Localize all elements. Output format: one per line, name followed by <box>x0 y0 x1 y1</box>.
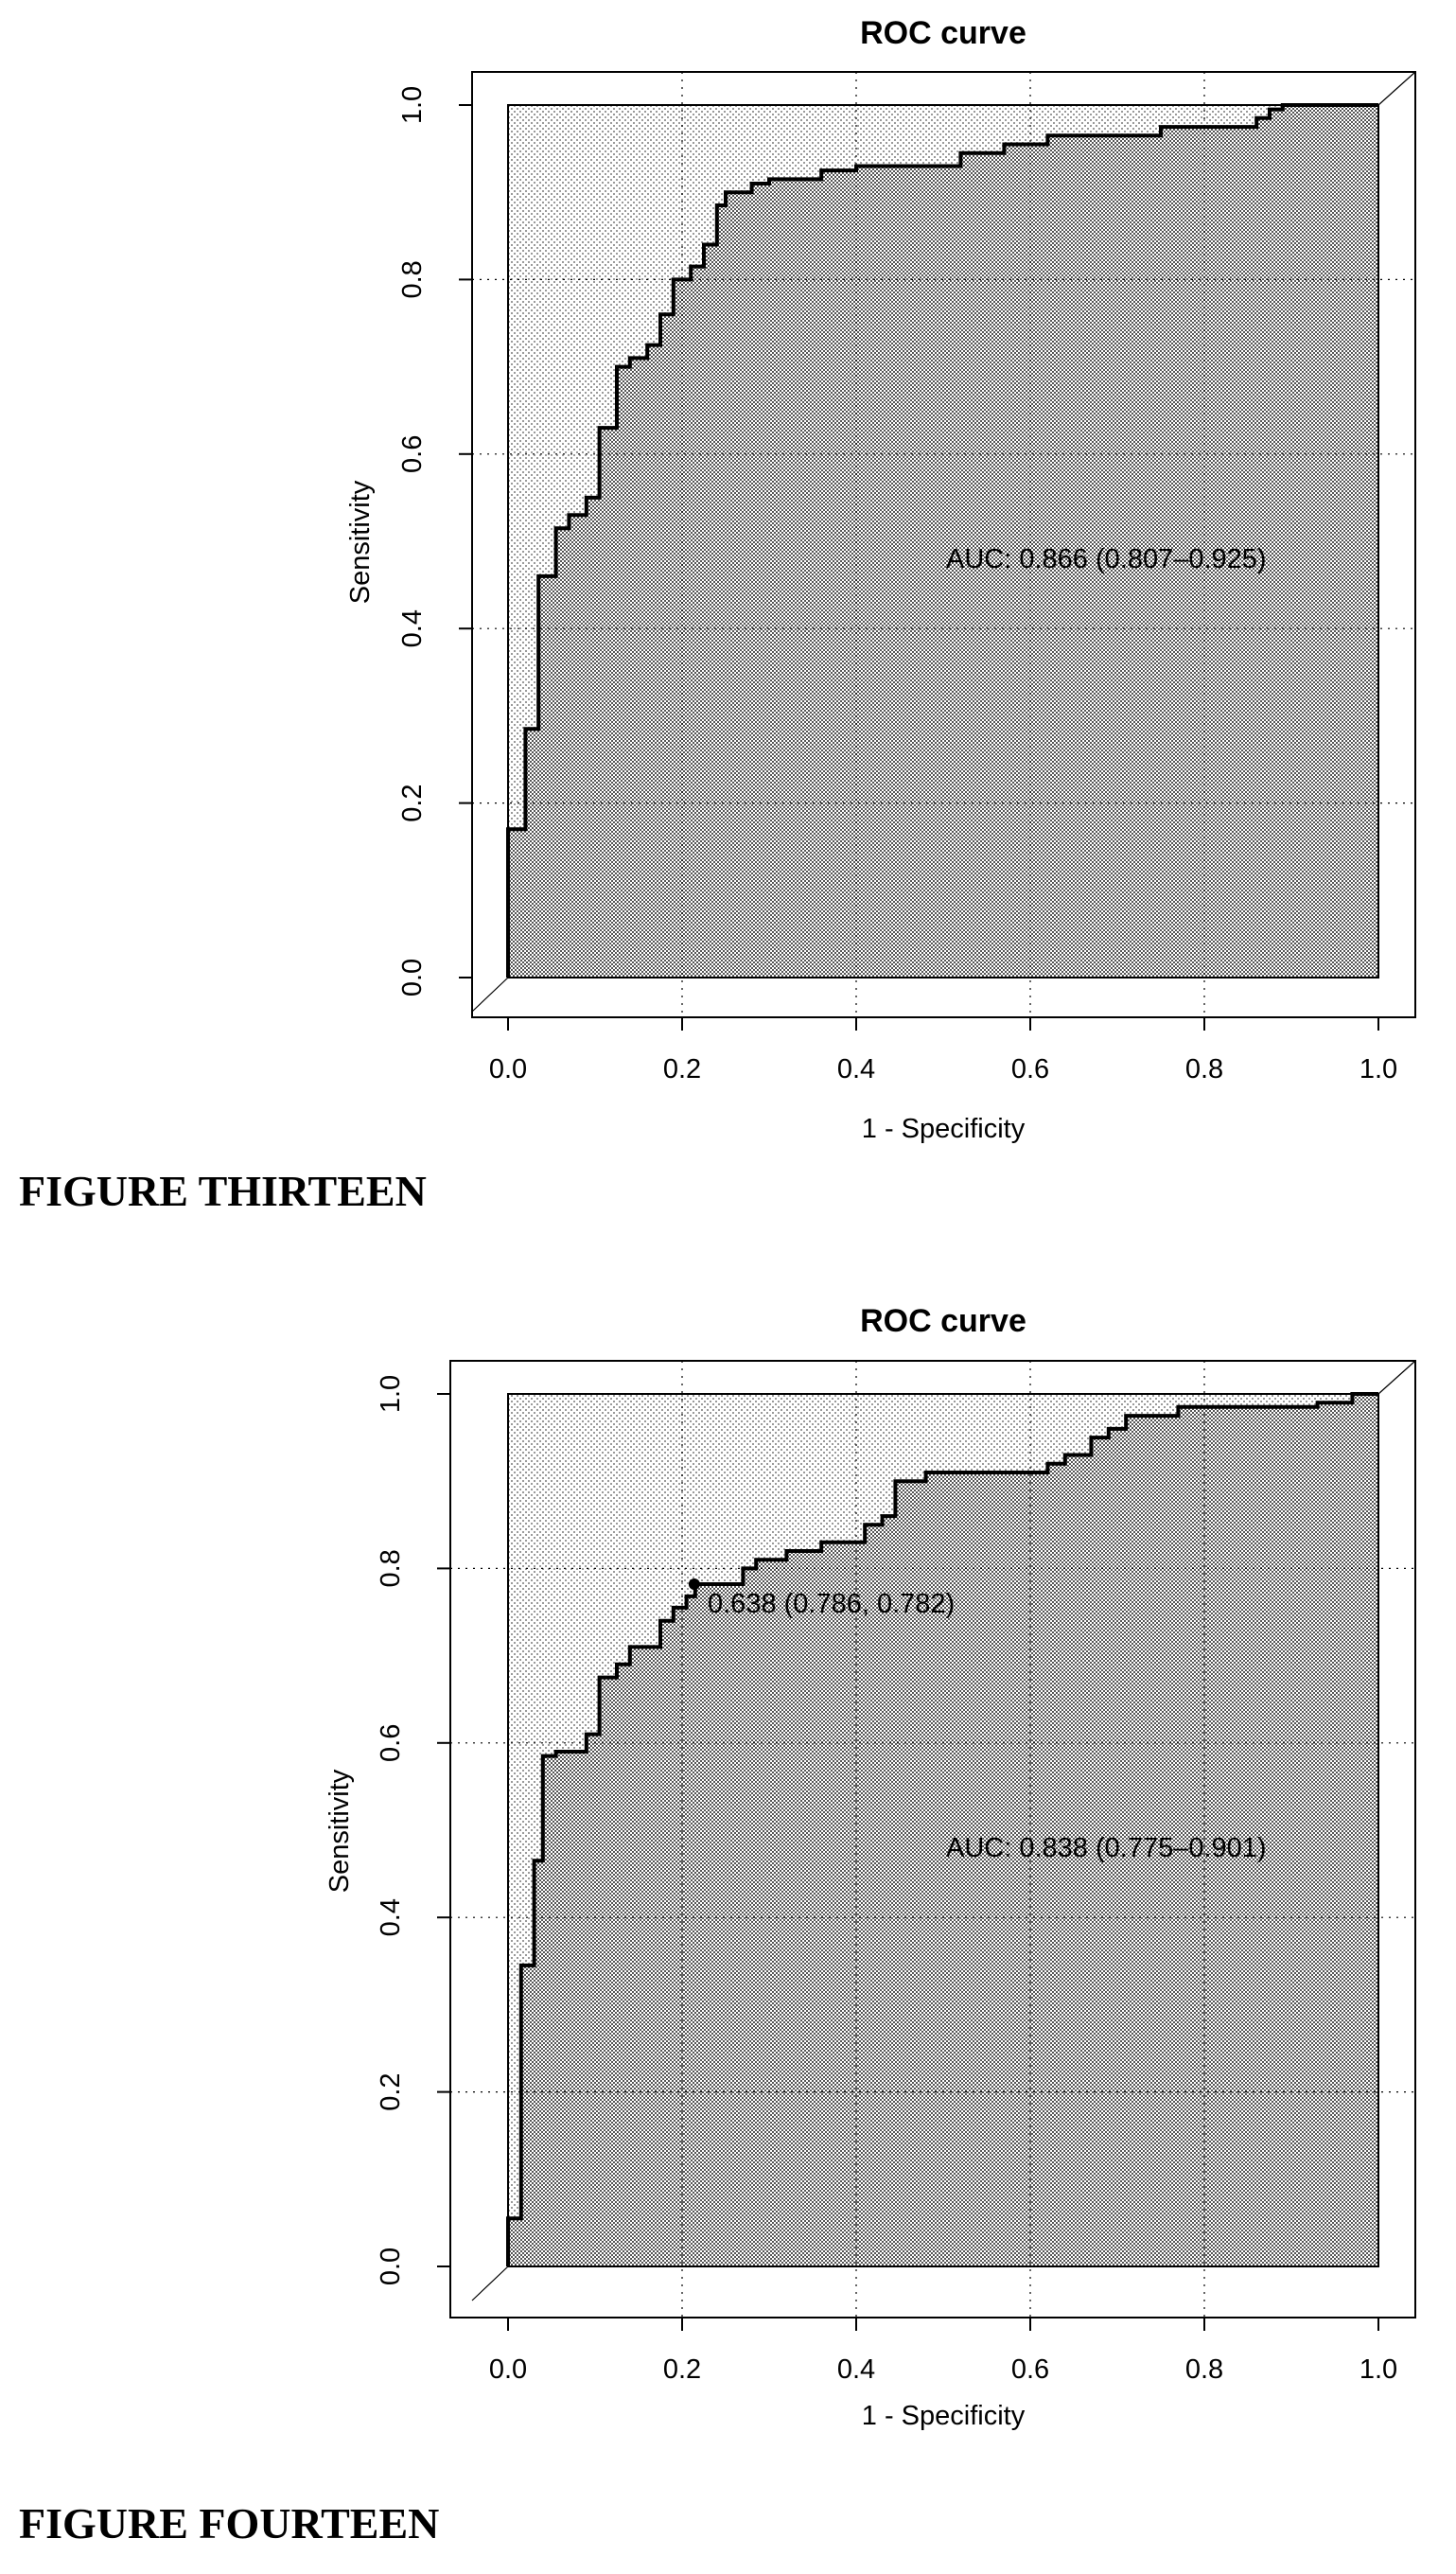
y-tick-label: 1.0 <box>397 86 428 124</box>
y-tick-label: 0.4 <box>397 609 428 647</box>
plot-frame <box>449 1360 1416 2318</box>
plot-frame <box>471 71 1416 1018</box>
inner-box <box>507 104 1379 978</box>
roc-chart-2: ROC curve 0.0 0.2 0.4 0.6 0.8 1.0 0.00.20.40.… <box>325 1303 1416 2431</box>
auc-annotation: AUC: 0.838 (0.775–0.901) <box>946 1833 1267 1863</box>
y-tick-label: 0.4 <box>376 1898 406 1936</box>
y-tick-label: 0.6 <box>376 1724 406 1762</box>
x-tick-label: 1.0 <box>1360 2354 1397 2385</box>
x-tick-label: 0.6 <box>1011 2354 1049 2385</box>
figure-caption-fourteen: FIGURE FOURTEEN <box>19 2499 440 2548</box>
x-axis-label: 1 - Specificity <box>862 1114 1026 1144</box>
figure-caption-thirteen: FIGURE THIRTEEN <box>19 1167 427 1215</box>
y-axis-label: Sensitivity <box>325 1769 355 1893</box>
x-axis-label: 1 - Specificity <box>862 2401 1026 2431</box>
y-tick-label: 0.2 <box>376 2072 406 2110</box>
gridlines <box>472 72 1415 1017</box>
diagonal-upper <box>1377 71 1416 106</box>
x-tick-label: 0.2 <box>663 1054 701 1084</box>
x-tick-label: 0.0 <box>489 1054 527 1084</box>
auc-area <box>508 105 1378 978</box>
x-tick-label: 0.4 <box>837 2354 875 2385</box>
roc-curve-line <box>506 1392 1378 2266</box>
y-tick-label: 0.0 <box>397 959 428 996</box>
x-tick-label: 1.0 <box>1360 1054 1397 1084</box>
diagonal-upper <box>1377 1360 1416 1395</box>
y-tick-label: 0.6 <box>397 435 428 473</box>
y-axis-label: Sensitivity <box>345 480 376 604</box>
x-axis-ticks: 0.0 0.2 0.4 0.6 0.8 1.0 <box>489 2318 1397 2385</box>
auc-area <box>508 1394 1378 2266</box>
x-tick-label: 0.0 <box>489 2354 527 2385</box>
y-tick-label: 0.2 <box>397 784 428 821</box>
diagonal-lower <box>471 977 509 1013</box>
x-tick-label: 0.8 <box>1185 1054 1223 1084</box>
roc-chart-1: ROC curve 0.0 0.2 0.4 0.6 0.8 1.0 0.00.20.40.… <box>345 15 1416 1144</box>
x-tick-label: 0.6 <box>1011 1054 1049 1084</box>
y-axis-ticks: 0.0 0.2 0.4 0.6 0.8 1.0 <box>397 86 472 996</box>
y-tick-label: 1.0 <box>376 1375 406 1413</box>
threshold-point <box>688 1578 700 1590</box>
y-tick-label: 0.8 <box>397 260 428 298</box>
y-axis-ticks: 0.0 0.2 0.4 0.6 0.8 1.0 <box>376 1375 450 2285</box>
x-tick-label: 0.8 <box>1185 2354 1223 2385</box>
threshold-annotation: 0.638 (0.786, 0.782) <box>708 1589 955 1619</box>
chart-title: ROC curve <box>860 1303 1026 1339</box>
x-tick-label: 0.4 <box>837 1054 875 1084</box>
y-tick-label: 0.8 <box>376 1549 406 1587</box>
x-axis-ticks: 0.0 0.2 0.4 0.6 0.8 1.0 <box>489 1017 1397 1084</box>
diagonal-lower <box>471 2265 509 2301</box>
roc-curve-line <box>506 103 1378 978</box>
gridlines <box>450 1361 1415 2318</box>
y-tick-label: 0.0 <box>376 2248 406 2285</box>
x-tick-label: 0.2 <box>663 2354 701 2385</box>
auc-annotation: AUC: 0.866 (0.807–0.925) <box>946 544 1267 574</box>
chart-title: ROC curve <box>860 15 1026 51</box>
inner-box <box>507 1393 1379 2267</box>
